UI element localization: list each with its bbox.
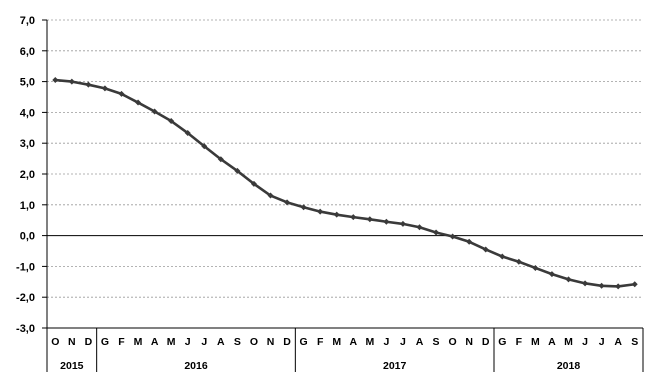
month-label: F — [317, 336, 324, 348]
data-point — [250, 180, 257, 187]
month-label: M — [564, 336, 573, 348]
month-label: N — [465, 336, 473, 348]
data-point — [466, 238, 473, 245]
y-tick-label: 4,0 — [20, 107, 35, 119]
month-label: O — [449, 336, 457, 348]
axes — [42, 19, 644, 372]
data-point — [399, 220, 406, 227]
data-point — [515, 258, 522, 265]
data-point — [350, 214, 357, 221]
data-point — [201, 143, 208, 150]
y-axis-tick-labels: 7,0 6,0 5,0 4,0 3,0 2,0 1,0 0,0 -1,0 -2,0 -3,0 — [16, 15, 35, 335]
month-label: N — [68, 336, 76, 348]
month-label: G — [300, 336, 308, 348]
month-label: A — [416, 336, 424, 348]
y-tick-label: -3,0 — [16, 323, 35, 335]
series-line — [55, 78, 635, 288]
month-label: A — [349, 336, 357, 348]
month-label: D — [283, 336, 291, 348]
data-point — [85, 81, 92, 88]
month-label: O — [51, 336, 59, 348]
month-label: G — [101, 336, 109, 348]
data-point — [68, 78, 75, 85]
y-tick-label: -2,0 — [16, 292, 35, 304]
month-label: S — [631, 336, 638, 348]
data-point — [317, 208, 324, 215]
data-point — [548, 271, 555, 278]
month-label: N — [267, 336, 275, 348]
data-point — [615, 283, 622, 290]
month-label: M — [167, 336, 176, 348]
data-point — [118, 90, 125, 97]
month-label: J — [201, 336, 207, 348]
month-label: O — [250, 336, 258, 348]
month-label: J — [599, 336, 605, 348]
month-label: M — [134, 336, 143, 348]
month-label: A — [548, 336, 556, 348]
gridlines — [47, 19, 643, 298]
month-label: J — [185, 336, 191, 348]
data-point — [52, 77, 59, 84]
month-label: F — [118, 336, 125, 348]
y-tick-label: 2,0 — [20, 169, 35, 181]
month-label: S — [433, 336, 440, 348]
data-point — [598, 282, 605, 289]
month-label: D — [482, 336, 490, 348]
data-point — [284, 199, 291, 206]
data-point — [101, 85, 108, 92]
y-tick-label: 6,0 — [20, 46, 35, 58]
year-label: 2016 — [184, 360, 208, 372]
y-tick-label: 1,0 — [20, 200, 35, 212]
data-point — [267, 192, 274, 199]
year-label: 2015 — [60, 360, 84, 372]
y-tick-label: 3,0 — [20, 138, 35, 150]
data-point — [631, 281, 638, 288]
data-point — [433, 229, 440, 236]
month-label: S — [234, 336, 241, 348]
y-tick-label: 0,0 — [20, 231, 35, 243]
data-point — [582, 280, 589, 287]
series — [52, 77, 638, 290]
data-point — [565, 276, 572, 283]
month-label: A — [151, 336, 159, 348]
data-point — [383, 218, 390, 225]
data-point — [168, 118, 175, 125]
data-point — [151, 108, 158, 115]
month-label: G — [498, 336, 506, 348]
data-point — [234, 167, 241, 174]
month-label: A — [614, 336, 622, 348]
data-point — [333, 211, 340, 218]
data-point — [532, 264, 539, 271]
data-point — [449, 233, 456, 240]
data-point — [300, 204, 307, 211]
data-point — [482, 246, 489, 253]
data-point — [499, 253, 506, 260]
y-tick-label: 5,0 — [20, 77, 35, 89]
data-point — [217, 156, 224, 163]
data-point — [416, 224, 423, 231]
data-point — [366, 216, 373, 223]
month-label: J — [400, 336, 406, 348]
y-tick-label: 7,0 — [20, 15, 35, 27]
month-label: D — [85, 336, 93, 348]
y-tick-label: -1,0 — [16, 261, 35, 273]
month-label: M — [365, 336, 374, 348]
month-label: F — [516, 336, 523, 348]
month-label: M — [332, 336, 341, 348]
month-label: J — [582, 336, 588, 348]
month-label: A — [217, 336, 225, 348]
data-point — [135, 99, 142, 106]
x-axis-year-labels: 2015 2016 2017 2018 — [60, 360, 580, 372]
month-label: M — [531, 336, 540, 348]
year-label: 2018 — [557, 360, 581, 372]
year-label: 2017 — [383, 360, 407, 372]
month-label: J — [383, 336, 389, 348]
data-point — [184, 130, 191, 137]
